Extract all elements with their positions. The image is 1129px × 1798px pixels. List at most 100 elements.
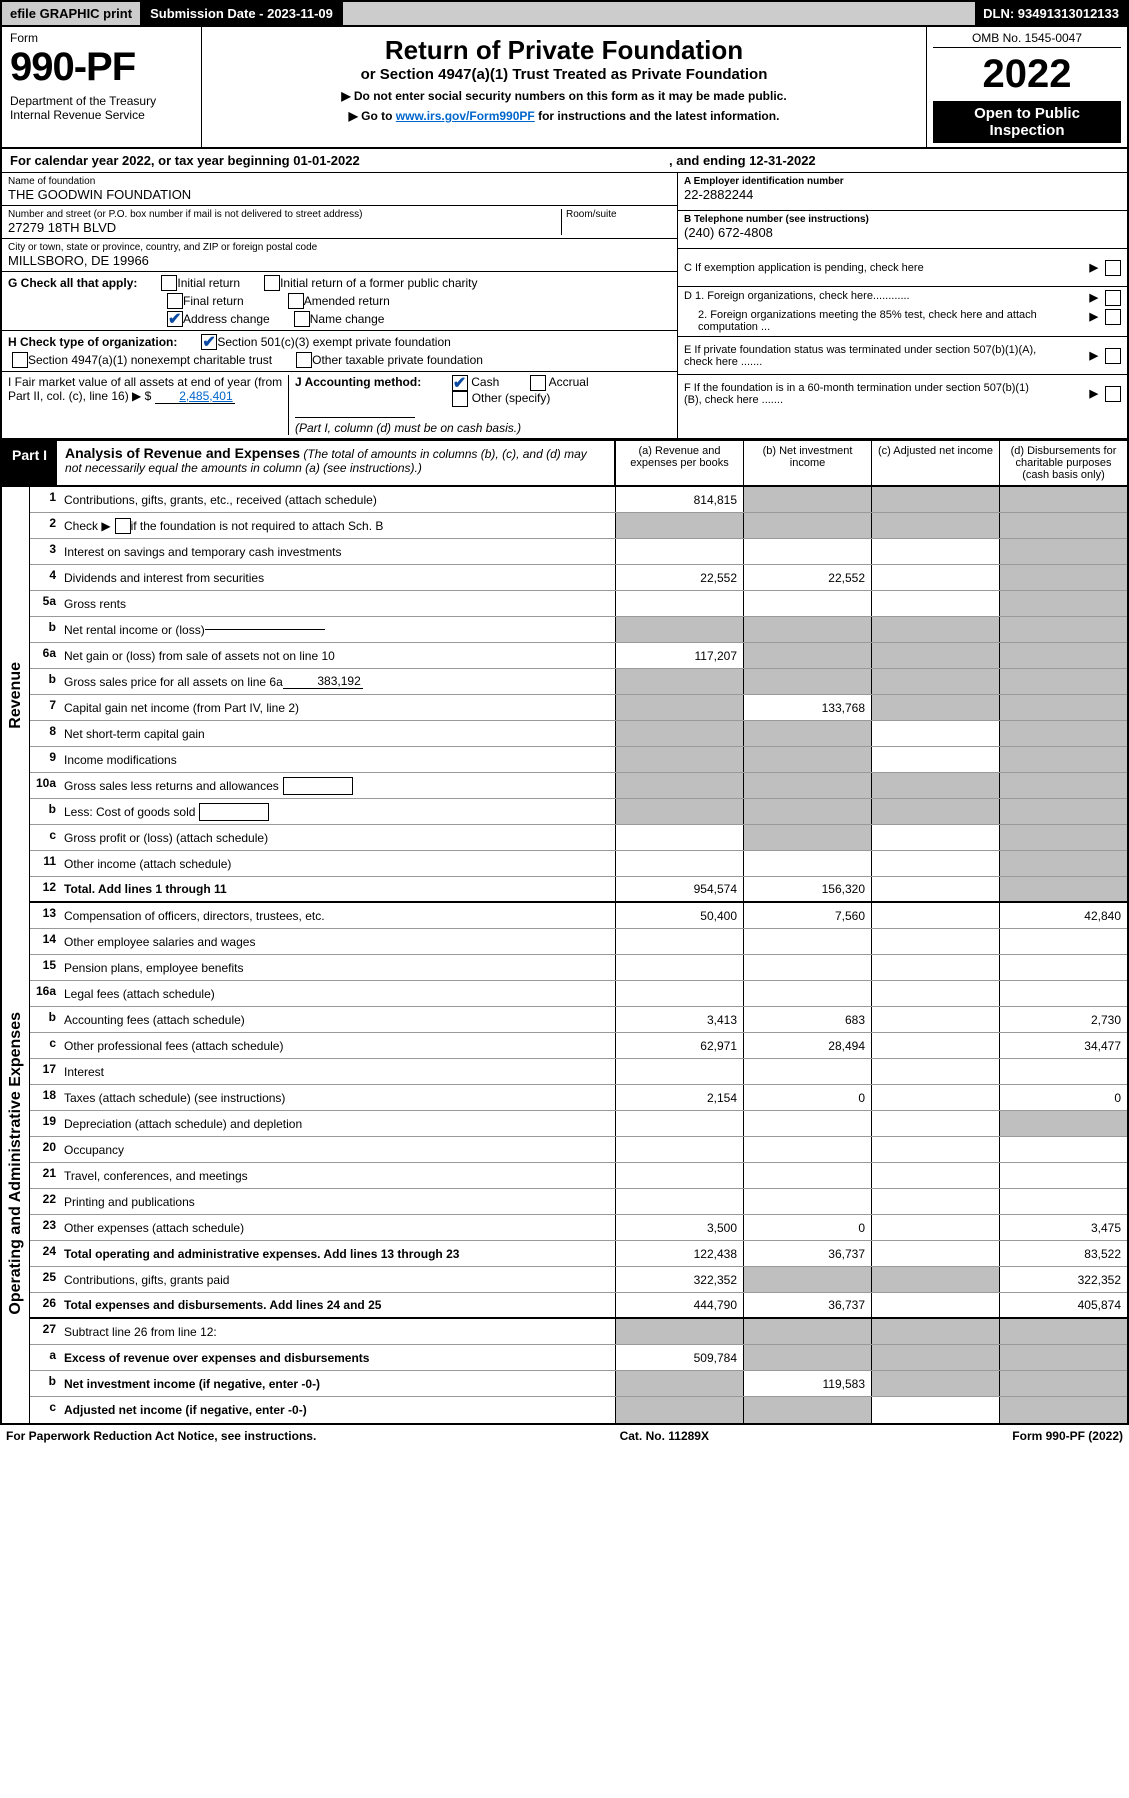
r2-a bbox=[615, 513, 743, 538]
check-H-row: H Check type of organization: Section 50… bbox=[2, 331, 677, 372]
footer-left: For Paperwork Reduction Act Notice, see … bbox=[6, 1429, 316, 1443]
r14-a bbox=[615, 929, 743, 954]
lbl-address-change: Address change bbox=[183, 312, 270, 326]
r22-desc: Printing and publications bbox=[60, 1189, 615, 1214]
r16b-num: b bbox=[30, 1007, 60, 1032]
r18-d: 0 bbox=[999, 1085, 1127, 1110]
r23-b: 0 bbox=[743, 1215, 871, 1240]
r27a-desc: Excess of revenue over expenses and disb… bbox=[60, 1345, 615, 1370]
row-5a: 5aGross rents bbox=[30, 591, 1127, 617]
chk-name-change[interactable] bbox=[294, 311, 310, 327]
row-23: 23Other expenses (attach schedule)3,5000… bbox=[30, 1215, 1127, 1241]
city-cell: City or town, state or province, country… bbox=[2, 239, 677, 272]
r13-c bbox=[871, 903, 999, 928]
chk-accrual[interactable] bbox=[530, 375, 546, 391]
I-value[interactable]: 2,485,401 bbox=[155, 389, 235, 404]
chk-C[interactable] bbox=[1105, 260, 1121, 276]
r24-desc: Total operating and administrative expen… bbox=[60, 1241, 615, 1266]
r2-post: if the foundation is not required to att… bbox=[131, 519, 384, 533]
chk-cash[interactable] bbox=[452, 375, 468, 391]
address-value: 27279 18TH BLVD bbox=[8, 220, 561, 235]
chk-address-change[interactable] bbox=[167, 311, 183, 327]
chk-D2[interactable] bbox=[1105, 309, 1121, 325]
r12-c bbox=[871, 877, 999, 901]
col-b-hdr: (b) Net investment income bbox=[743, 441, 871, 485]
r21-a bbox=[615, 1163, 743, 1188]
r15-num: 15 bbox=[30, 955, 60, 980]
r25-d: 322,352 bbox=[999, 1267, 1127, 1292]
row-6a: 6aNet gain or (loss) from sale of assets… bbox=[30, 643, 1127, 669]
r5b-desc: Net rental income or (loss) bbox=[60, 617, 615, 642]
row-21: 21Travel, conferences, and meetings bbox=[30, 1163, 1127, 1189]
row-27a: aExcess of revenue over expenses and dis… bbox=[30, 1345, 1127, 1371]
r26-num: 26 bbox=[30, 1293, 60, 1317]
col-a-hdr: (a) Revenue and expenses per books bbox=[615, 441, 743, 485]
form-number: 990-PF bbox=[10, 45, 193, 90]
chk-schb[interactable] bbox=[115, 518, 131, 534]
chk-D1[interactable] bbox=[1105, 290, 1121, 306]
r16a-desc: Legal fees (attach schedule) bbox=[60, 981, 615, 1006]
revenue-vlabel: Revenue bbox=[2, 487, 30, 903]
r15-a bbox=[615, 955, 743, 980]
A-value: 22-2882244 bbox=[684, 187, 1121, 202]
r13-b: 7,560 bbox=[743, 903, 871, 928]
irs-link[interactable]: www.irs.gov/Form990PF bbox=[396, 109, 535, 123]
r12-b: 156,320 bbox=[743, 877, 871, 901]
r25-b bbox=[743, 1267, 871, 1292]
r5b-b bbox=[743, 617, 871, 642]
chk-501c3[interactable] bbox=[201, 334, 217, 350]
r15-c bbox=[871, 955, 999, 980]
r2-num: 2 bbox=[30, 513, 60, 538]
r13-d: 42,840 bbox=[999, 903, 1127, 928]
I-label: I Fair market value of all assets at end… bbox=[8, 375, 282, 403]
header-left: Form 990-PF Department of the Treasury I… bbox=[2, 27, 202, 147]
r17-d bbox=[999, 1059, 1127, 1084]
calendar-year-row: For calendar year 2022, or tax year begi… bbox=[2, 149, 1127, 173]
F-label: F If the foundation is in a 60-month ter… bbox=[684, 382, 1044, 406]
r2-c bbox=[871, 513, 999, 538]
r11-c bbox=[871, 851, 999, 876]
chk-4947[interactable] bbox=[12, 352, 28, 368]
chk-other-taxable[interactable] bbox=[296, 352, 312, 368]
lbl-amended-return: Amended return bbox=[304, 294, 390, 308]
chk-initial-public[interactable] bbox=[264, 275, 280, 291]
row-19: 19Depreciation (attach schedule) and dep… bbox=[30, 1111, 1127, 1137]
chk-initial-return[interactable] bbox=[161, 275, 177, 291]
r27a-c bbox=[871, 1345, 999, 1370]
efile-print[interactable]: efile GRAPHIC print bbox=[2, 2, 142, 25]
r14-c bbox=[871, 929, 999, 954]
chk-E[interactable] bbox=[1105, 348, 1121, 364]
expenses-vlabel: Operating and Administrative Expenses bbox=[2, 903, 30, 1423]
r6a-c bbox=[871, 643, 999, 668]
r16a-num: 16a bbox=[30, 981, 60, 1006]
chk-amended-return[interactable] bbox=[288, 293, 304, 309]
r8-b bbox=[743, 721, 871, 746]
r21-d bbox=[999, 1163, 1127, 1188]
r16c-a: 62,971 bbox=[615, 1033, 743, 1058]
chk-F[interactable] bbox=[1105, 386, 1121, 402]
r1-b bbox=[743, 487, 871, 512]
calyear-begin: For calendar year 2022, or tax year begi… bbox=[10, 153, 669, 168]
chk-other-method[interactable] bbox=[452, 391, 468, 407]
row-27: 27Subtract line 26 from line 12: bbox=[30, 1319, 1127, 1345]
r2-desc: Check ▶ if the foundation is not require… bbox=[60, 513, 615, 538]
r22-d bbox=[999, 1189, 1127, 1214]
column-headers: (a) Revenue and expenses per books (b) N… bbox=[614, 441, 1127, 485]
r3-b bbox=[743, 539, 871, 564]
r6b-num: b bbox=[30, 669, 60, 694]
row-13: 13Compensation of officers, directors, t… bbox=[30, 903, 1127, 929]
omb-number: OMB No. 1545-0047 bbox=[933, 31, 1121, 48]
room-label: Room/suite bbox=[566, 209, 671, 220]
row-10c: cGross profit or (loss) (attach schedule… bbox=[30, 825, 1127, 851]
r6b-desc: Gross sales price for all assets on line… bbox=[60, 669, 615, 694]
r27b-a bbox=[615, 1371, 743, 1396]
row-16a: 16aLegal fees (attach schedule) bbox=[30, 981, 1127, 1007]
A-label: A Employer identification number bbox=[684, 176, 844, 187]
row-15: 15Pension plans, employee benefits bbox=[30, 955, 1127, 981]
r13-num: 13 bbox=[30, 903, 60, 928]
r9-desc: Income modifications bbox=[60, 747, 615, 772]
chk-final-return[interactable] bbox=[167, 293, 183, 309]
calyear-end: , and ending 12-31-2022 bbox=[669, 153, 1119, 168]
r4-c bbox=[871, 565, 999, 590]
r6a-d bbox=[999, 643, 1127, 668]
